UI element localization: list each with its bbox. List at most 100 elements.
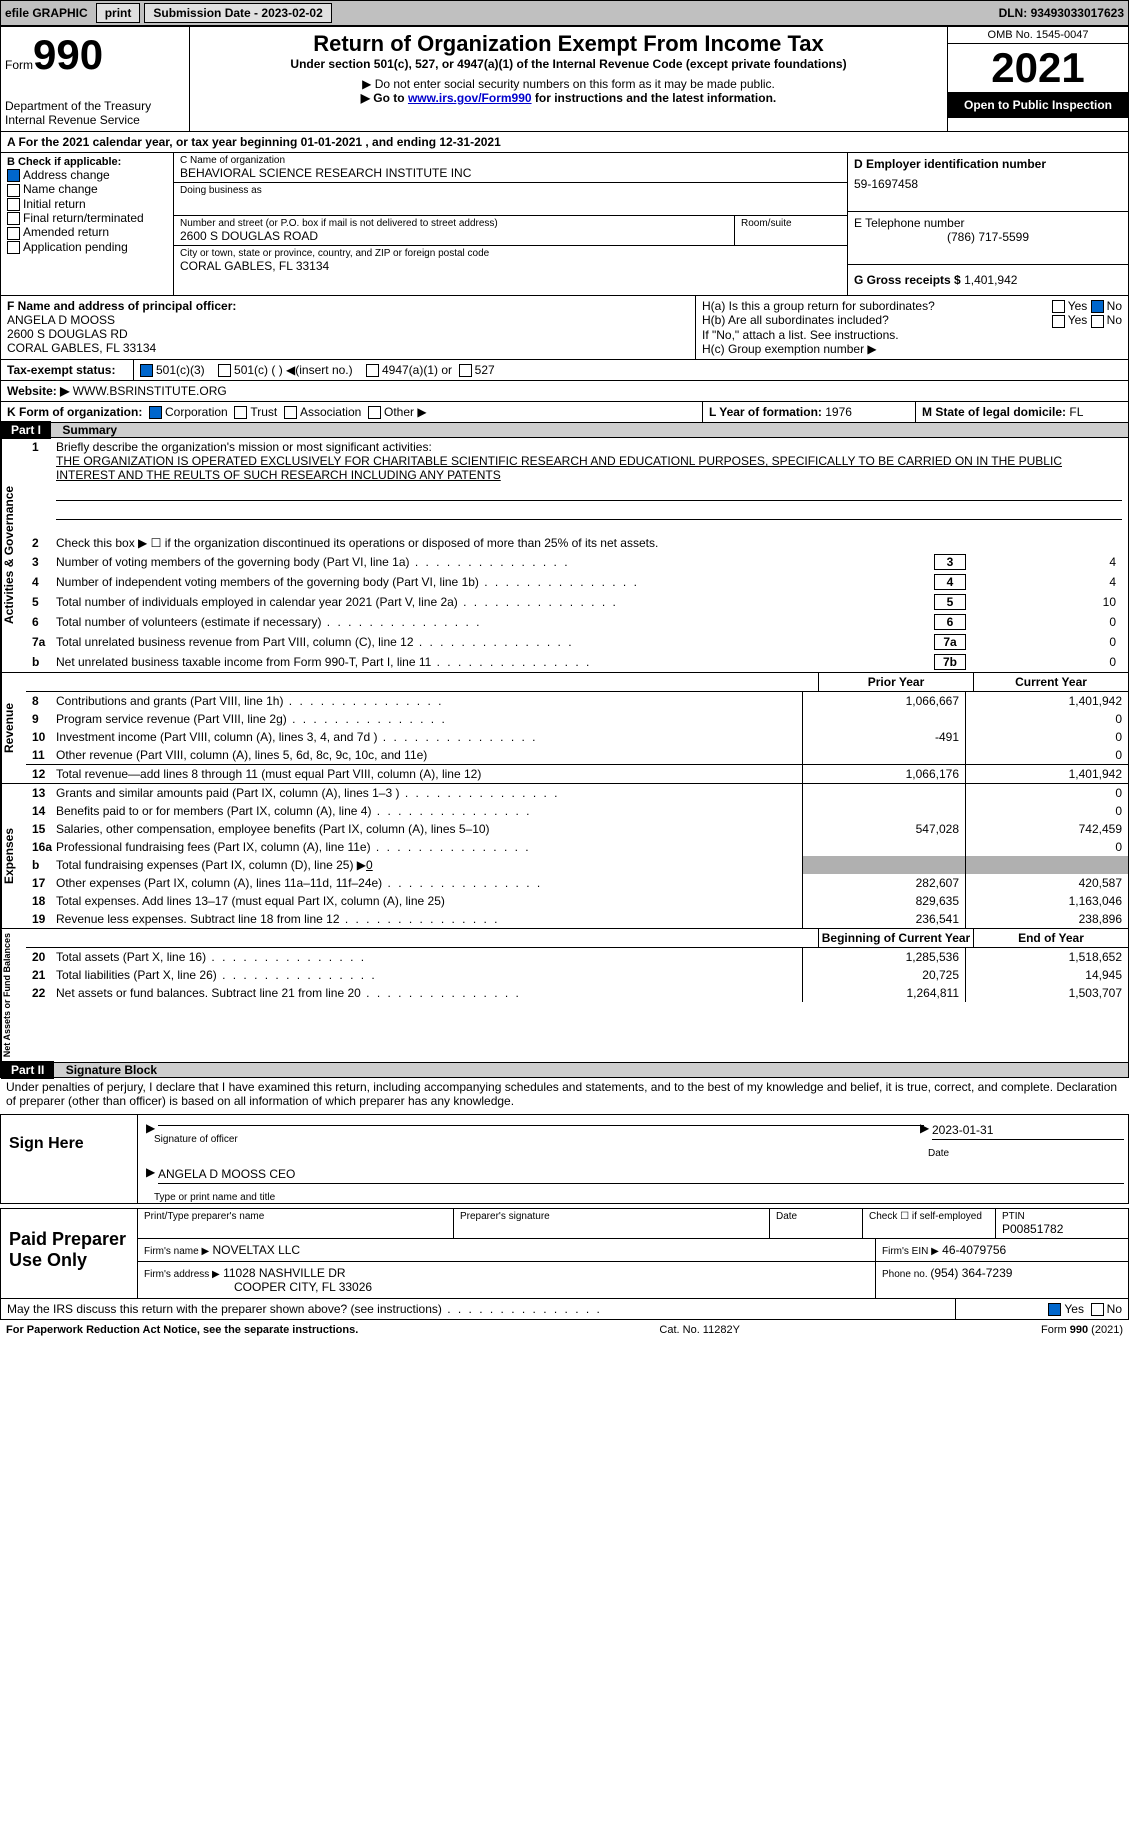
ptin-value: P00851782 [1002,1222,1122,1236]
line4-value: 4 [966,575,1122,589]
line-i: Tax-exempt status: 501(c)(3) 501(c) ( ) … [0,360,1129,381]
line10-cy: 0 [965,728,1128,746]
line5-value: 10 [966,595,1122,609]
line10-text: Investment income (Part VIII, column (A)… [56,730,538,744]
print-button[interactable]: print [96,3,141,23]
tax-year: 2021 [948,44,1128,92]
form-number: 990 [33,31,103,78]
discuss-line: May the IRS discuss this return with the… [0,1299,1129,1320]
city-label: City or town, state or province, country… [180,248,841,259]
dba-label: Doing business as [180,185,841,196]
checkbox-address-change[interactable] [7,169,20,182]
sig-date: 2023-01-31 [932,1123,1124,1140]
firm-addr2: COOPER CITY, FL 33026 [234,1280,372,1294]
checkbox-other[interactable] [368,406,381,419]
footer-right: Form 990 (2021) [1041,1324,1123,1336]
checkbox-amended[interactable] [7,227,20,240]
line8-py: 1,066,667 [802,692,965,710]
irs-link[interactable]: www.irs.gov/Form990 [408,91,532,105]
paid-preparer-block: Paid Preparer Use Only Print/Type prepar… [0,1208,1129,1299]
line7b-value: 0 [966,655,1122,669]
year-formation: 1976 [825,405,852,419]
line-a: A For the 2021 calendar year, or tax yea… [0,132,1129,153]
checkbox-527[interactable] [459,364,472,377]
telephone: (786) 717-5599 [854,230,1122,244]
city-value: CORAL GABLES, FL 33134 [180,259,841,273]
line15-py: 547,028 [802,820,965,838]
sig-officer-label: Signature of officer [154,1134,928,1145]
checkbox-4947[interactable] [366,364,379,377]
revenue-section: Revenue Prior YearCurrent Year 8Contribu… [0,673,1129,784]
top-bar: efile GRAPHIC print Submission Date - 20… [0,0,1129,26]
checkbox-ha-no[interactable] [1091,300,1104,313]
line7b-text: Net unrelated business taxable income fr… [56,655,934,669]
firm-ein: 46-4079756 [942,1243,1006,1257]
goto-line: ▶ Go to www.irs.gov/Form990 for instruct… [194,91,943,105]
checkbox-hb-no[interactable] [1091,315,1104,328]
open-public: Open to Public Inspection [948,92,1128,118]
line11-text: Other revenue (Part VIII, column (A), li… [56,748,427,762]
omb-number: OMB No. 1545-0047 [948,27,1128,44]
checkbox-final-return[interactable] [7,212,20,225]
line16a-cy: 0 [965,838,1128,856]
perjury-declaration: Under penalties of perjury, I declare th… [0,1078,1129,1110]
vlabel-expenses: Expenses [1,784,26,928]
prep-sig-label: Preparer's signature [454,1209,770,1238]
checkbox-501c[interactable] [218,364,231,377]
line15-text: Salaries, other compensation, employee b… [56,822,490,836]
street-address: 2600 S DOUGLAS ROAD [180,229,728,243]
line-j: Website: ▶ WWW.BSRINSTITUTE.ORG [0,381,1129,402]
checkbox-ha-yes[interactable] [1052,300,1065,313]
line18-py: 829,635 [802,892,965,910]
checkbox-name-change[interactable] [7,184,20,197]
line9-cy: 0 [965,710,1128,728]
line18-text: Total expenses. Add lines 13–17 (must eq… [56,894,445,908]
line14-cy: 0 [965,802,1128,820]
line9-text: Program service revenue (Part VIII, line… [56,712,447,726]
checkbox-trust[interactable] [234,406,247,419]
checkbox-corp[interactable] [149,406,162,419]
checkbox-hb-yes[interactable] [1052,315,1065,328]
line21-text: Total liabilities (Part X, line 26) [56,968,377,982]
checkbox-discuss-yes[interactable] [1048,1303,1061,1316]
line19-cy: 238,896 [965,910,1128,928]
col-boy: Beginning of Current Year [818,929,973,947]
form-title: Return of Organization Exempt From Incom… [194,31,943,57]
line7a-text: Total unrelated business revenue from Pa… [56,635,934,649]
sig-type-label: Type or print name and title [154,1192,1128,1203]
line7a-value: 0 [966,635,1122,649]
paid-preparer-label: Paid Preparer Use Only [1,1209,138,1298]
block-c: C Name of organization BEHAVIORAL SCIENC… [174,153,848,295]
form-label: Form [5,58,33,72]
line6-text: Total number of volunteers (estimate if … [56,615,934,629]
sign-here-label: Sign Here [1,1115,138,1203]
mission-text: THE ORGANIZATION IS OPERATED EXCLUSIVELY… [56,454,1062,482]
state-domicile: FL [1069,405,1083,419]
checkbox-assoc[interactable] [284,406,297,419]
sig-date-label: Date [928,1148,1128,1159]
website: WWW.BSRINSTITUTE.ORG [73,384,227,398]
firm-addr1: 11028 NASHVILLE DR [223,1266,346,1280]
line11-cy: 0 [965,746,1128,764]
line3-text: Number of voting members of the governin… [56,555,934,569]
checkbox-application-pending[interactable] [7,241,20,254]
block-bcdefg: B Check if applicable: Address change Na… [0,153,1129,296]
line12-py: 1,066,176 [802,765,965,783]
line13-cy: 0 [965,784,1128,802]
hb-label: H(b) Are all subordinates included? [702,313,1052,327]
line-klm: K Form of organization: Corporation Trus… [0,402,1129,423]
line20-text: Total assets (Part X, line 16) [56,950,366,964]
checkbox-discuss-no[interactable] [1091,1303,1104,1316]
addr-label: Number and street (or P.O. box if mail i… [180,218,728,229]
d-label: D Employer identification number [854,157,1122,171]
vlabel-revenue: Revenue [1,673,26,783]
form-subtitle: Under section 501(c), 527, or 4947(a)(1)… [194,57,943,71]
line10-py: -491 [802,728,965,746]
checkbox-initial-return[interactable] [7,198,20,211]
checkbox-501c3[interactable] [140,364,153,377]
line5-text: Total number of individuals employed in … [56,595,934,609]
gross-receipts: 1,401,942 [964,273,1017,287]
line20-eoy: 1,518,652 [965,948,1128,966]
firm-phone: (954) 364-7239 [930,1266,1012,1280]
ssn-warning: ▶ Do not enter social security numbers o… [194,77,943,91]
